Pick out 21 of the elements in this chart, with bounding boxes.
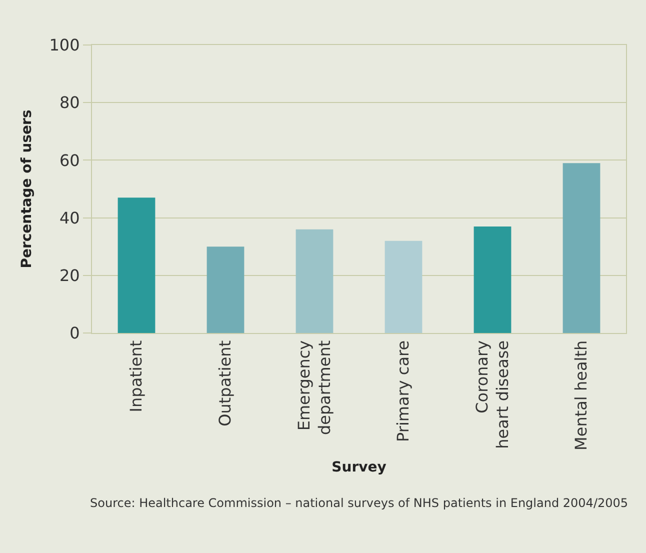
bar xyxy=(296,229,334,333)
x-tick-label: Emergency department xyxy=(294,340,334,436)
bar xyxy=(206,246,244,333)
y-tick-label: 40 xyxy=(59,208,80,228)
bar xyxy=(384,240,422,333)
bar xyxy=(562,163,600,333)
y-axis-title: Percentage of users xyxy=(18,110,35,268)
bar xyxy=(118,198,156,333)
x-tick-label: Coronary heart disease xyxy=(472,340,512,449)
source-note: Source: Healthcare Commission – national surveys of NHS patients in England 2004/2005 xyxy=(90,496,628,510)
x-axis-title: Survey xyxy=(332,460,386,476)
bar xyxy=(474,226,512,333)
y-tick-label: 0 xyxy=(70,324,80,343)
x-tick-label: Outpatient xyxy=(216,340,235,426)
y-tick-label: 60 xyxy=(59,150,80,170)
x-tick-label: Inpatient xyxy=(126,340,146,412)
y-tick-label: 100 xyxy=(49,36,80,55)
x-tick-label: Mental health xyxy=(572,340,591,450)
x-tick-label: Primary care xyxy=(394,340,413,442)
y-tick-label: 80 xyxy=(59,93,80,112)
y-tick-label: 20 xyxy=(59,266,80,285)
